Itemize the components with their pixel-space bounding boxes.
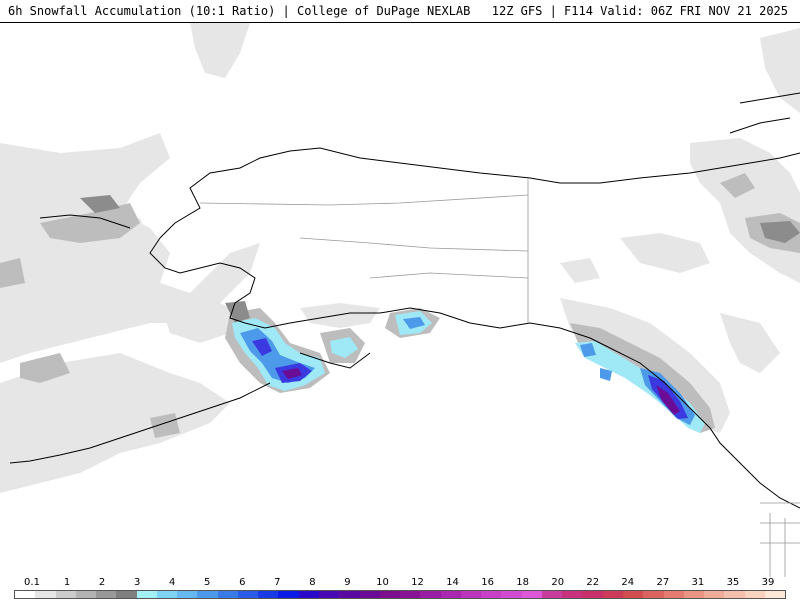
legend-label: 35 bbox=[726, 577, 740, 588]
legend-swatch bbox=[643, 591, 664, 598]
legend-swatch bbox=[258, 591, 279, 598]
legend-label: 1 bbox=[63, 577, 71, 588]
legend-label: 20 bbox=[551, 577, 565, 588]
legend-label: 8 bbox=[309, 577, 316, 588]
legend-swatch bbox=[96, 591, 117, 598]
legend-swatch bbox=[35, 591, 56, 598]
legend-swatch bbox=[724, 591, 745, 598]
legend-swatch bbox=[481, 591, 502, 598]
state-borders bbox=[199, 178, 800, 577]
legend-swatch bbox=[15, 591, 36, 598]
coastlines bbox=[9, 92, 800, 509]
legend-label: 12 bbox=[411, 577, 424, 588]
legend-swatch bbox=[683, 591, 705, 598]
header: 6h Snowfall Accumulation (10:1 Ratio) | … bbox=[0, 0, 800, 22]
legend-swatch bbox=[521, 591, 542, 598]
legend-label: 39 bbox=[761, 577, 775, 588]
legend-swatch bbox=[602, 591, 623, 598]
model-run-info: 12Z GFS | F114 Valid: 06Z FRI NOV 21 202… bbox=[491, 4, 788, 18]
legend-swatch bbox=[278, 591, 299, 598]
legend-swatch bbox=[55, 591, 76, 598]
legend-swatch bbox=[217, 591, 238, 598]
legend-label: 6 bbox=[239, 577, 246, 588]
legend-swatch bbox=[460, 591, 482, 598]
legend-label: 7 bbox=[274, 577, 281, 588]
snowfall-legend: 0.1 1 2 3 4 5 6 7 8 9 10 12 14 16 18 20 22 24 27 31 35 39 bbox=[0, 577, 800, 600]
legend-swatch bbox=[237, 591, 259, 598]
legend-label: 22 bbox=[586, 577, 600, 588]
legend-label: 3 bbox=[133, 577, 141, 588]
snowfall-light-gray bbox=[0, 23, 800, 493]
legend-color-bar bbox=[14, 590, 786, 599]
legend-swatch bbox=[136, 591, 157, 598]
legend-swatch bbox=[400, 591, 421, 598]
legend-swatch bbox=[704, 591, 725, 598]
legend-swatch bbox=[116, 591, 137, 598]
legend-swatch bbox=[197, 591, 218, 598]
legend-label: 18 bbox=[516, 577, 530, 588]
legend-label: 9 bbox=[344, 577, 351, 588]
legend-swatch bbox=[298, 591, 319, 598]
snowfall-dark-gray bbox=[80, 195, 800, 323]
legend-label: 27 bbox=[656, 577, 670, 588]
legend-labels: 0.1 1 2 3 4 5 6 7 8 9 10 12 14 16 18 20 22 24 27 31 35 39 bbox=[14, 577, 786, 589]
legend-swatch bbox=[541, 591, 563, 598]
legend-label: 4 bbox=[169, 577, 176, 588]
legend-label: 2 bbox=[98, 577, 106, 588]
legend-swatch bbox=[177, 591, 198, 598]
legend-swatch bbox=[501, 591, 522, 598]
legend-label: 14 bbox=[446, 577, 459, 588]
legend-label: 0.1 bbox=[24, 577, 40, 588]
legend-swatch bbox=[379, 591, 401, 598]
legend-swatch bbox=[622, 591, 644, 598]
legend-swatch bbox=[562, 591, 583, 598]
map-title: 6h Snowfall Accumulation (10:1 Ratio) | … bbox=[8, 4, 471, 18]
legend-label: 5 bbox=[204, 577, 211, 588]
legend-swatch bbox=[744, 591, 765, 598]
legend-swatch bbox=[359, 591, 380, 598]
legend-label: 31 bbox=[691, 577, 705, 588]
legend-swatch bbox=[663, 591, 684, 598]
legend-swatch bbox=[440, 591, 461, 598]
legend-label: 24 bbox=[621, 577, 635, 588]
legend-swatch bbox=[156, 591, 178, 598]
legend-label: 10 bbox=[376, 577, 389, 588]
legend-swatch bbox=[318, 591, 340, 598]
legend-swatch bbox=[420, 591, 441, 598]
map-panel bbox=[0, 22, 800, 577]
legend-swatch bbox=[339, 591, 360, 598]
snowfall-map bbox=[0, 23, 800, 577]
legend-swatch bbox=[75, 591, 97, 598]
snowfall-heavy bbox=[232, 311, 705, 433]
legend-swatch bbox=[582, 591, 603, 598]
legend-label: 16 bbox=[481, 577, 494, 588]
legend-swatch bbox=[764, 591, 786, 598]
